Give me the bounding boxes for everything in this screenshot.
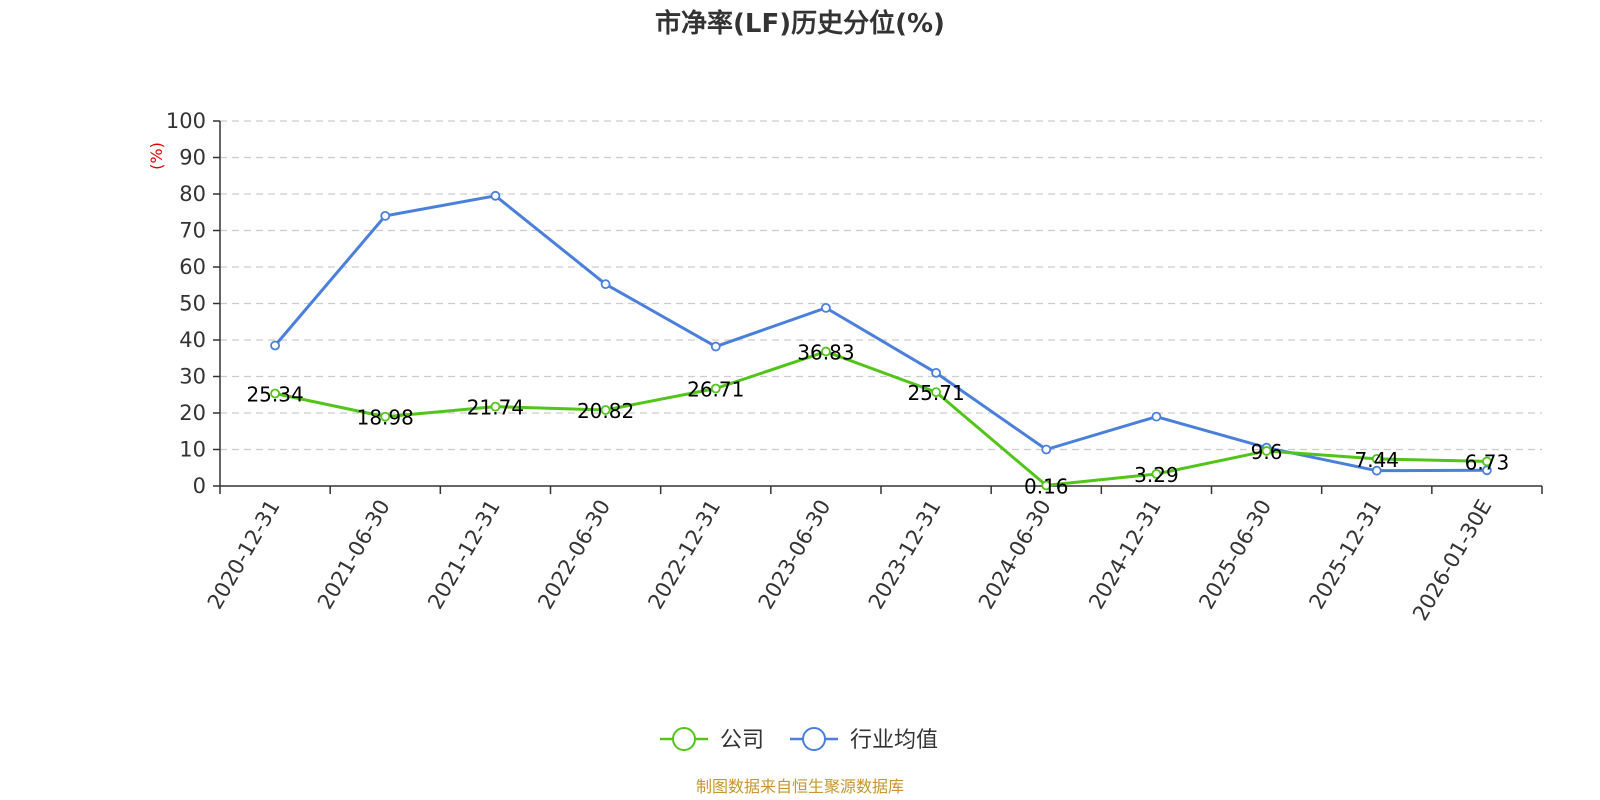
x-tick-label: 2025-12-31: [1304, 496, 1386, 614]
data-point[interactable]: [821, 346, 831, 357]
data-point[interactable]: [1151, 411, 1162, 422]
data-label: 25.34: [246, 383, 303, 407]
y-tick-label: 10: [179, 438, 206, 462]
data-label: 25.71: [907, 381, 964, 405]
data-label: 9.6: [1251, 440, 1283, 464]
legend[interactable]: 公司 行业均值: [660, 727, 938, 753]
data-label: 26.71: [687, 378, 744, 402]
x-tick-label: 2025-06-30: [1194, 496, 1276, 614]
data-point[interactable]: [380, 210, 391, 221]
data-point[interactable]: [1371, 465, 1382, 476]
x-tick-label: 2021-06-30: [313, 496, 395, 614]
series-line: [273, 194, 1487, 473]
data-labels: 25.34 18.98 21.74 20.82 26.71 36.83 25.71 0.16 3…: [246, 341, 1509, 499]
x-tick-label: 2023-06-30: [754, 496, 836, 614]
data-point[interactable]: [710, 383, 721, 394]
legend-symbol-marker: [672, 727, 696, 751]
data-point[interactable]: [380, 411, 391, 422]
data-label: 3.29: [1134, 463, 1179, 487]
y-tick-label: 100: [166, 109, 206, 133]
data-label: 7.44: [1354, 448, 1399, 472]
grid: [220, 120, 1542, 451]
x-tick-label: 2024-12-31: [1084, 496, 1166, 614]
data-label: 0.16: [1024, 474, 1069, 498]
data-point[interactable]: [1151, 469, 1162, 479]
legend-item[interactable]: 行业均值: [790, 727, 938, 753]
data-point[interactable]: [490, 401, 501, 412]
y-axis-label: (%): [147, 142, 166, 170]
y-tick-label: 40: [179, 328, 206, 352]
y-tick-label: 90: [179, 146, 206, 170]
data-point[interactable]: [600, 405, 611, 415]
y-tick-label: 30: [179, 365, 206, 389]
data-point[interactable]: [1041, 444, 1052, 455]
data-point[interactable]: [931, 367, 941, 378]
x-tick-label: 2022-06-30: [533, 496, 615, 614]
data-point[interactable]: [710, 341, 721, 352]
y-tick-label: 60: [179, 255, 206, 279]
x-tick-label: 2020-12-31: [203, 496, 285, 614]
y-tick-label: 0: [193, 474, 206, 498]
x-tick-label: 2026-01-30E: [1408, 496, 1496, 625]
series-lines: [270, 190, 1492, 491]
data-point[interactable]: [600, 279, 611, 290]
source-note: 制图数据来自恒生聚源数据库: [696, 777, 904, 796]
data-point[interactable]: [1261, 446, 1272, 456]
data-label: 6.73: [1465, 450, 1510, 474]
axes: 0 10 20 30 40 50 60 70 80 90 100 2020-12-31 2021-06-…: [166, 109, 1543, 625]
legend-label: 行业均值: [850, 728, 938, 753]
legend-item[interactable]: 公司: [660, 727, 764, 753]
data-point[interactable]: [270, 388, 280, 399]
data-point[interactable]: [821, 302, 831, 313]
y-tick-label: 50: [179, 292, 206, 316]
x-tick-label: 2021-12-31: [423, 495, 505, 613]
y-tick-label: 70: [179, 219, 206, 243]
data-label: 20.82: [577, 399, 634, 423]
data-label: 21.74: [467, 396, 524, 420]
legend-symbol-marker: [802, 727, 826, 751]
legend-label: 公司: [720, 728, 764, 753]
y-tick-label: 80: [179, 182, 206, 206]
data-point[interactable]: [270, 340, 280, 351]
series-line: [274, 350, 1487, 487]
data-point[interactable]: [490, 190, 501, 201]
data-point[interactable]: [1482, 456, 1492, 467]
data-point[interactable]: [931, 387, 941, 398]
x-tick-label: 2022-12-31: [643, 496, 725, 614]
data-label: 18.98: [357, 406, 414, 430]
x-tick-label: 2023-12-31: [864, 495, 946, 613]
data-point[interactable]: [1371, 453, 1382, 464]
data-label: 36.83: [797, 341, 854, 365]
data-point[interactable]: [1041, 480, 1052, 491]
y-tick-label: 20: [179, 401, 206, 425]
x-tick-label: 2024-06-30: [974, 496, 1056, 614]
chart-title: 市净率(LF)历史分位(%): [655, 8, 945, 39]
